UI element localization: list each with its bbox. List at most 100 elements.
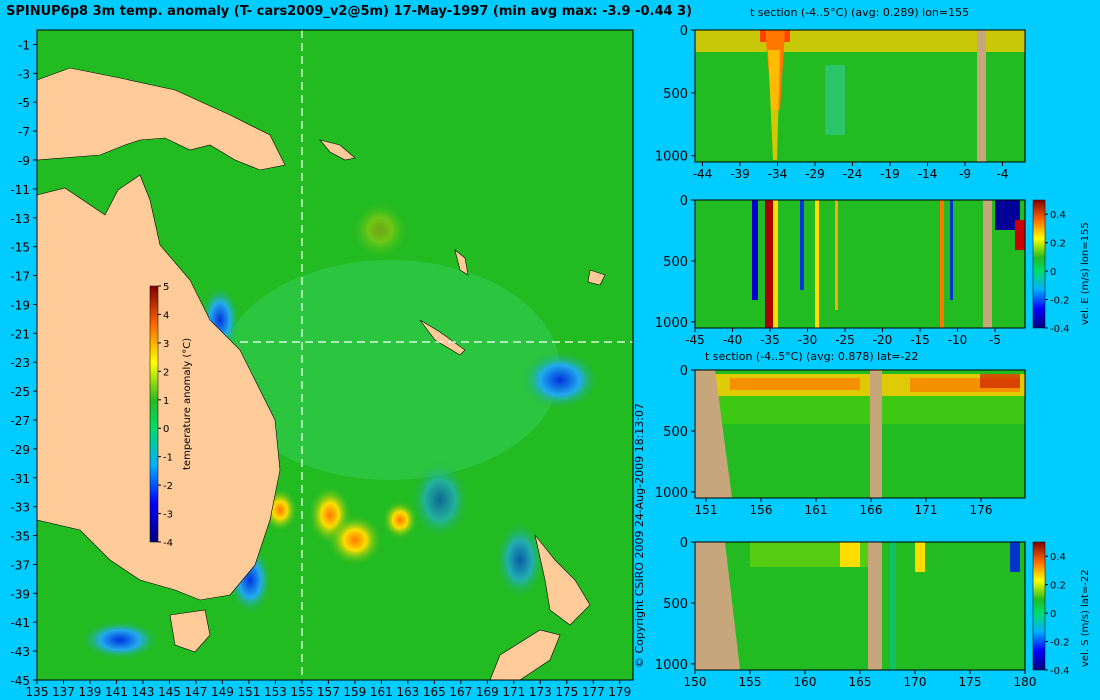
t-section-lat-panel: 151 156 161 166 171 176 0 500 1000 bbox=[655, 364, 1026, 517]
panel4-x-ticks: 150 155 160 165 170 175 180 bbox=[684, 670, 1036, 689]
y-tick-label: -35 bbox=[10, 530, 30, 544]
colorbar-tick-label: 3 bbox=[163, 339, 169, 350]
y-tick-label: 1000 bbox=[655, 486, 688, 501]
y-tick-label: -11 bbox=[10, 183, 30, 197]
colorbar-tick-label: 1 bbox=[163, 396, 169, 407]
colorbar-tick-label: 0 bbox=[163, 424, 169, 435]
y-tick-label: 500 bbox=[663, 87, 688, 102]
panel3-y-ticks: 0 500 1000 bbox=[655, 364, 695, 501]
y-tick-label: -27 bbox=[10, 414, 30, 428]
y-tick-label: 0 bbox=[680, 536, 688, 551]
colorbar-tick-label: 5 bbox=[163, 282, 169, 293]
colorbar-tick-label: 0.4 bbox=[1050, 552, 1066, 563]
x-tick-label: 171 bbox=[502, 685, 525, 699]
y-tick-label: 1000 bbox=[655, 658, 688, 673]
x-tick-label: 155 bbox=[290, 685, 313, 699]
y-tick-label: -5 bbox=[18, 96, 30, 110]
vel-s-lat-panel: 150 155 160 165 170 175 180 0 500 1000 0.4 0.2 0 -0… bbox=[655, 536, 1091, 689]
colorbar-tick-label: 0.2 bbox=[1050, 239, 1066, 250]
map-x-ticks: 135 137 139 141 143 145 147 149 151 153 155 157 159 1… bbox=[26, 680, 631, 699]
y-tick-label: 1000 bbox=[655, 150, 688, 165]
new-zealand-north bbox=[534, 534, 591, 626]
colorbar-tick-label: -4 bbox=[163, 538, 173, 549]
map-colorbar-label: temperature anomaly (°C) bbox=[182, 338, 193, 470]
tasmania bbox=[169, 609, 211, 653]
y-tick-label: 1000 bbox=[655, 316, 688, 331]
x-tick-label: -5 bbox=[989, 333, 1001, 347]
main-title: SPINUP6p8 3m temp. anomaly (T- cars2009_… bbox=[6, 4, 693, 19]
x-tick-label: -39 bbox=[730, 167, 750, 181]
x-tick-label: -44 bbox=[693, 167, 713, 181]
map-colorbar-ticks: 5 4 3 2 1 0 -1 -2 -3 -4 bbox=[158, 282, 173, 549]
new-guinea bbox=[36, 67, 286, 171]
x-tick-label: -29 bbox=[805, 167, 825, 181]
y-tick-label: -39 bbox=[10, 587, 30, 601]
x-tick-label: 177 bbox=[582, 685, 605, 699]
colorbar-tick-label: 0 bbox=[1050, 267, 1056, 278]
x-tick-label: 150 bbox=[684, 675, 707, 689]
x-tick-label: -20 bbox=[873, 333, 893, 347]
colorbar-tick-label: 0.2 bbox=[1050, 581, 1066, 592]
x-tick-label: 175 bbox=[555, 685, 578, 699]
colorbar-tick-label: 2 bbox=[163, 367, 169, 378]
vanuatu bbox=[454, 249, 469, 276]
y-tick-label: -21 bbox=[10, 327, 30, 341]
new-caledonia bbox=[419, 319, 466, 356]
x-tick-label: 165 bbox=[423, 685, 446, 699]
colorbar-tick-label: -0.2 bbox=[1050, 638, 1070, 649]
x-tick-label: 139 bbox=[79, 685, 102, 699]
x-tick-label: 145 bbox=[158, 685, 181, 699]
map-colorbar bbox=[149, 285, 159, 543]
panel2-colorbar-label: vel. E (m/s) lon=155 bbox=[1080, 222, 1091, 325]
x-tick-label: -25 bbox=[835, 333, 855, 347]
map-eddies bbox=[80, 200, 600, 660]
x-tick-label: -45 bbox=[685, 333, 705, 347]
x-tick-label: 147 bbox=[184, 685, 207, 699]
panel2-x-ticks: -45 -40 -35 -30 -25 -20 -15 -10 -5 bbox=[685, 328, 1001, 347]
colorbar-tick-label: -2 bbox=[163, 481, 173, 492]
x-tick-label: 171 bbox=[915, 503, 938, 517]
colorbar-tick-label: -0.2 bbox=[1050, 296, 1070, 307]
x-tick-label: 137 bbox=[52, 685, 75, 699]
panel1-y-ticks: 0 500 1000 bbox=[655, 24, 695, 165]
temperature-anomaly-map: 135 137 139 141 143 145 147 149 151 153 155 157 159 1… bbox=[10, 29, 634, 699]
panel1-x-ticks: -44 -39 -34 -29 -24 -19 -14 -9 -4 bbox=[693, 162, 1008, 181]
y-tick-label: -17 bbox=[10, 270, 30, 284]
x-tick-label: 143 bbox=[132, 685, 155, 699]
panel2-y-ticks: 0 500 1000 bbox=[655, 194, 695, 331]
panel4-y-ticks: 0 500 1000 bbox=[655, 536, 695, 673]
x-tick-label: -14 bbox=[918, 167, 938, 181]
y-tick-label: -33 bbox=[10, 501, 30, 515]
australia bbox=[36, 174, 281, 601]
x-tick-label: 166 bbox=[860, 503, 883, 517]
x-tick-label: 159 bbox=[343, 685, 366, 699]
x-tick-label: 155 bbox=[739, 675, 762, 689]
panel4-colorbar-ticks: 0.4 0.2 0 -0.2 -0.4 bbox=[1045, 552, 1070, 677]
y-tick-label: 500 bbox=[663, 255, 688, 270]
x-tick-label: 135 bbox=[26, 685, 49, 699]
y-tick-label: -13 bbox=[10, 212, 30, 226]
y-tick-label: -3 bbox=[18, 67, 30, 81]
y-tick-label: 500 bbox=[663, 597, 688, 612]
x-tick-label: 151 bbox=[695, 503, 718, 517]
colorbar-tick-label: 4 bbox=[163, 310, 169, 321]
y-tick-label: 0 bbox=[680, 194, 688, 209]
x-tick-label: -35 bbox=[760, 333, 780, 347]
x-tick-label: -40 bbox=[723, 333, 743, 347]
x-tick-label: -10 bbox=[948, 333, 968, 347]
y-tick-label: -23 bbox=[10, 356, 30, 370]
y-tick-label: -1 bbox=[18, 38, 30, 52]
x-tick-label: 173 bbox=[529, 685, 552, 699]
colorbar-tick-label: -0.4 bbox=[1050, 666, 1070, 677]
panel4-colorbar-label: vel. S (m/s) lat=-22 bbox=[1080, 569, 1091, 667]
x-tick-label: 167 bbox=[449, 685, 472, 699]
fiji bbox=[587, 269, 606, 286]
x-tick-label: 153 bbox=[264, 685, 287, 699]
x-tick-label: -24 bbox=[843, 167, 863, 181]
colorbar-tick-label: 0 bbox=[1050, 609, 1056, 620]
panel2-colorbar bbox=[1032, 199, 1046, 329]
x-tick-label: 157 bbox=[317, 685, 340, 699]
colorbar-tick-label: -1 bbox=[163, 453, 173, 464]
t-section-lon-panel: -44 -39 -34 -29 -24 -19 -14 -9 -4 0 500 1000 bbox=[655, 24, 1026, 181]
